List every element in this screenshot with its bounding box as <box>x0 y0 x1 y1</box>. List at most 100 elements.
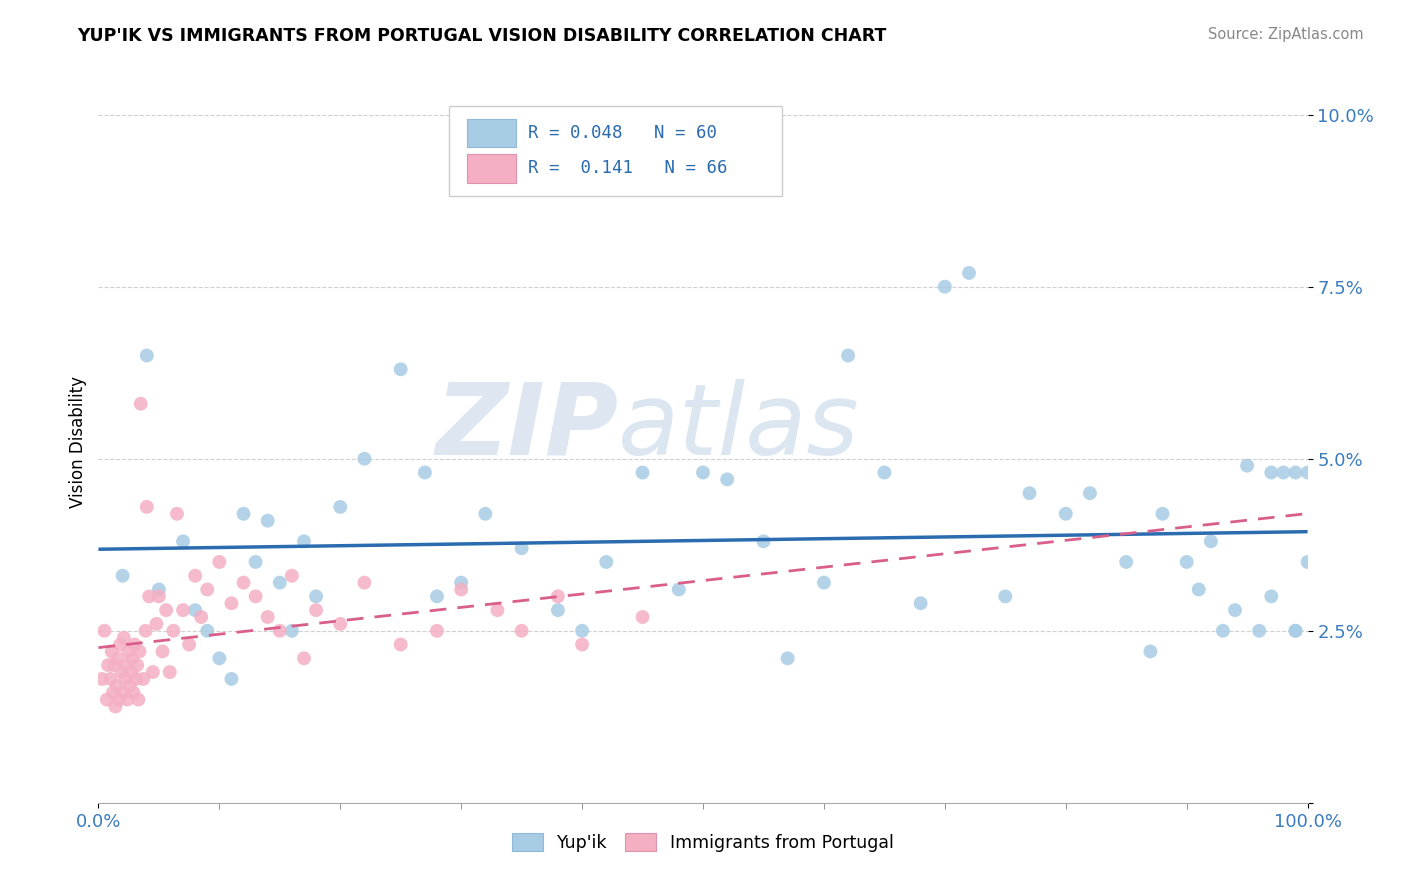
Point <box>124 638 146 652</box>
Point <box>353 575 375 590</box>
Point <box>1212 624 1234 638</box>
Point <box>101 686 124 700</box>
Point <box>111 686 134 700</box>
Point <box>221 672 243 686</box>
Point <box>110 665 132 679</box>
Point <box>232 575 254 590</box>
Point <box>486 603 509 617</box>
Text: atlas: atlas <box>619 378 860 475</box>
Point <box>353 451 375 466</box>
Point <box>179 638 201 652</box>
Text: R =  0.141   N = 66: R = 0.141 N = 66 <box>527 160 727 178</box>
Point <box>1260 590 1282 604</box>
Point <box>837 349 859 363</box>
Point <box>245 590 267 604</box>
Point <box>155 603 177 617</box>
Point <box>292 534 315 549</box>
Point <box>389 362 412 376</box>
Text: YUP'IK VS IMMIGRANTS FROM PORTUGAL VISION DISABILITY CORRELATION CHART: YUP'IK VS IMMIGRANTS FROM PORTUGAL VISIO… <box>77 27 887 45</box>
Point <box>426 624 449 638</box>
Point <box>571 624 593 638</box>
Point <box>118 644 141 658</box>
Point <box>221 596 243 610</box>
Point <box>145 616 167 631</box>
Point <box>716 472 738 486</box>
Point <box>104 699 127 714</box>
Point <box>329 500 352 514</box>
Point <box>184 603 207 617</box>
FancyBboxPatch shape <box>467 154 516 183</box>
Point <box>547 590 569 604</box>
Point <box>813 575 835 590</box>
Point <box>127 658 149 673</box>
Point <box>112 631 135 645</box>
Point <box>281 624 304 638</box>
Point <box>269 624 291 638</box>
Point <box>245 555 267 569</box>
Text: ZIP: ZIP <box>436 378 619 475</box>
Point <box>190 610 212 624</box>
Point <box>692 466 714 480</box>
Point <box>172 534 194 549</box>
FancyBboxPatch shape <box>449 105 782 196</box>
Point <box>571 638 593 652</box>
Point <box>128 644 150 658</box>
Point <box>256 610 278 624</box>
Point <box>195 582 218 597</box>
FancyBboxPatch shape <box>467 119 516 147</box>
Point <box>108 692 131 706</box>
Point <box>1284 624 1306 638</box>
Point <box>159 665 181 679</box>
Point <box>184 568 207 582</box>
Y-axis label: Vision Disability: Vision Disability <box>69 376 87 508</box>
Point <box>105 679 128 693</box>
Point <box>1175 555 1198 569</box>
Point <box>1296 466 1319 480</box>
Point <box>776 651 799 665</box>
Point <box>208 651 231 665</box>
Point <box>120 665 142 679</box>
Point <box>510 541 533 556</box>
Point <box>125 672 148 686</box>
Point <box>510 624 533 638</box>
Point <box>148 590 170 604</box>
Point <box>100 644 122 658</box>
Point <box>166 507 188 521</box>
Point <box>132 672 155 686</box>
Point <box>1054 507 1077 521</box>
Point <box>934 279 956 293</box>
Point <box>127 692 149 706</box>
Point <box>172 603 194 617</box>
Point <box>195 624 218 638</box>
Point <box>1260 466 1282 480</box>
Point <box>135 500 157 514</box>
Point <box>1018 486 1040 500</box>
Point <box>1236 458 1258 473</box>
Point <box>96 692 118 706</box>
Point <box>1284 624 1306 638</box>
Point <box>292 651 315 665</box>
Point <box>108 638 131 652</box>
Point <box>281 568 304 582</box>
Point <box>1078 486 1101 500</box>
Point <box>208 555 231 569</box>
Point <box>1223 603 1246 617</box>
Point <box>162 624 184 638</box>
Point <box>752 534 775 549</box>
Point <box>1249 624 1271 638</box>
Point <box>1272 466 1295 480</box>
Point <box>1296 555 1319 569</box>
Legend: Yup'ik, Immigrants from Portugal: Yup'ik, Immigrants from Portugal <box>505 827 901 859</box>
Point <box>114 672 136 686</box>
Point <box>389 638 412 652</box>
Text: R = 0.048   N = 60: R = 0.048 N = 60 <box>527 124 717 142</box>
Point <box>93 624 115 638</box>
Point <box>152 644 174 658</box>
Point <box>631 610 654 624</box>
Point <box>305 603 328 617</box>
Point <box>97 658 120 673</box>
Point <box>1152 507 1174 521</box>
Point <box>1199 534 1222 549</box>
Point <box>111 568 134 582</box>
Point <box>115 658 138 673</box>
